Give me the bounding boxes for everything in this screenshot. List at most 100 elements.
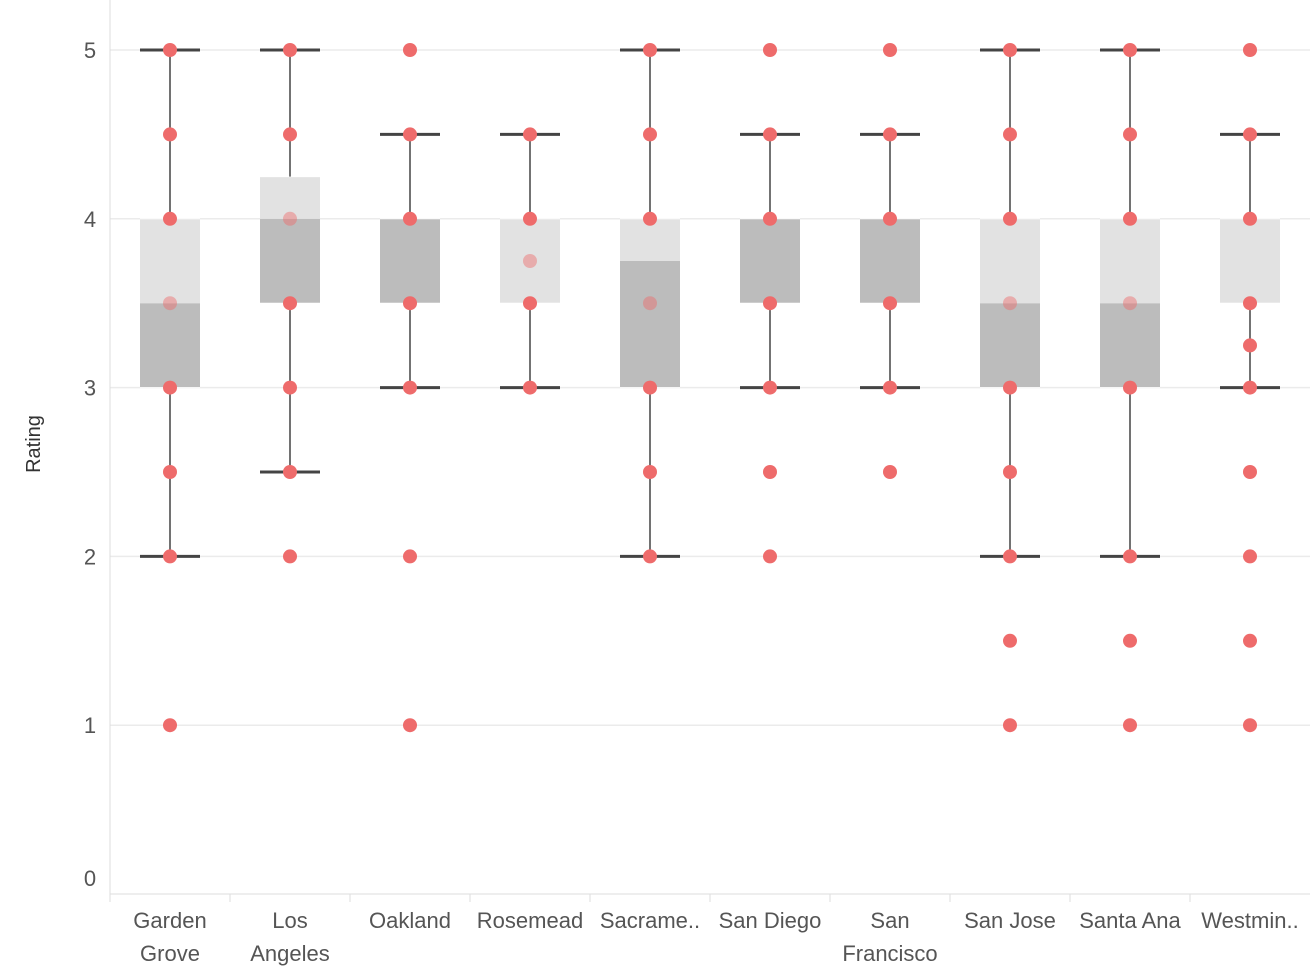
x-tick-label: Rosemead xyxy=(477,908,583,933)
data-point xyxy=(1003,43,1017,57)
data-point xyxy=(883,465,897,479)
data-point xyxy=(1243,296,1257,311)
data-point xyxy=(403,43,417,57)
x-tick-label: Oakland xyxy=(369,908,451,933)
data-point xyxy=(403,718,417,733)
data-point xyxy=(1123,211,1137,226)
box-lower xyxy=(980,303,1040,388)
data-point xyxy=(1123,633,1137,648)
data-point xyxy=(283,380,297,395)
data-point xyxy=(163,211,177,226)
data-point xyxy=(643,549,657,564)
data-point xyxy=(163,43,177,57)
data-point xyxy=(163,465,177,479)
data-point xyxy=(523,296,537,311)
y-tick-label: 5 xyxy=(84,38,96,63)
y-axis-title: Rating xyxy=(23,415,45,473)
data-point xyxy=(763,211,777,226)
data-point xyxy=(763,43,777,57)
data-point xyxy=(883,211,897,226)
data-point xyxy=(763,296,777,311)
data-point xyxy=(883,127,897,142)
data-point xyxy=(163,127,177,142)
data-point xyxy=(1243,338,1257,353)
data-point xyxy=(1003,380,1017,395)
data-point xyxy=(1123,380,1137,395)
data-point xyxy=(763,465,777,479)
data-point xyxy=(1243,465,1257,479)
data-point xyxy=(403,127,417,142)
data-point xyxy=(643,211,657,226)
data-point xyxy=(763,380,777,395)
x-tick-label: Garden xyxy=(133,908,206,933)
data-point xyxy=(1123,549,1137,564)
data-point xyxy=(1003,549,1017,564)
boxes xyxy=(140,176,1280,389)
data-point xyxy=(1003,633,1017,648)
box-upper xyxy=(1100,218,1160,304)
y-tick-label: 0 xyxy=(84,866,96,891)
data-points xyxy=(163,43,1257,733)
data-point xyxy=(1243,43,1257,57)
box-lower xyxy=(140,303,200,388)
data-point xyxy=(1123,43,1137,57)
data-point xyxy=(163,380,177,395)
x-tick-label: Santa Ana xyxy=(1079,908,1181,933)
box-upper xyxy=(260,176,320,219)
data-point xyxy=(1003,718,1017,733)
box-lower xyxy=(860,218,920,304)
data-point xyxy=(283,211,297,226)
box-upper xyxy=(140,218,200,304)
data-point xyxy=(403,296,417,311)
data-point xyxy=(643,296,657,311)
box-lower xyxy=(1100,303,1160,388)
data-point xyxy=(283,549,297,564)
data-point xyxy=(163,718,177,733)
data-point xyxy=(883,43,897,57)
data-point xyxy=(403,380,417,395)
tick-labels: 0 1 2 3 4 5 Garden Grove Los Angeles Oakland Roseme… xyxy=(84,38,1299,966)
data-point xyxy=(1243,380,1257,395)
box-upper xyxy=(620,218,680,261)
data-point xyxy=(643,127,657,142)
data-point xyxy=(1003,296,1017,311)
data-point xyxy=(1243,127,1257,142)
box-lower xyxy=(260,218,320,304)
x-tick-label: Francisco xyxy=(842,941,937,966)
data-point xyxy=(163,549,177,564)
data-point xyxy=(403,549,417,564)
x-tick-label: Grove xyxy=(140,941,200,966)
x-tick-label: Sacrame.. xyxy=(600,908,700,933)
data-point xyxy=(163,296,177,311)
data-point xyxy=(523,211,537,226)
data-point xyxy=(1243,549,1257,564)
data-point xyxy=(643,43,657,57)
data-point xyxy=(1003,211,1017,226)
x-tick-label: Angeles xyxy=(250,941,330,966)
data-point xyxy=(283,127,297,142)
x-tick-label: San Diego xyxy=(719,908,822,933)
data-point xyxy=(1243,633,1257,648)
axes xyxy=(109,0,1310,902)
box-lower xyxy=(740,218,800,304)
data-point xyxy=(1123,718,1137,733)
data-point xyxy=(763,127,777,142)
y-tick-label: 2 xyxy=(84,544,96,569)
data-point xyxy=(643,465,657,479)
box-lower xyxy=(380,218,440,304)
box-upper xyxy=(1220,218,1280,304)
data-point xyxy=(283,43,297,57)
box-upper xyxy=(500,218,560,304)
data-point xyxy=(523,380,537,395)
data-point xyxy=(1123,127,1137,142)
y-tick-label: 1 xyxy=(84,713,96,738)
y-tick-label: 3 xyxy=(84,376,96,401)
data-point xyxy=(1243,211,1257,226)
x-tick-label: San Jose xyxy=(964,908,1056,933)
x-tick-label: Los xyxy=(272,908,307,933)
data-point xyxy=(1003,127,1017,142)
data-point xyxy=(403,211,417,226)
data-point xyxy=(1123,296,1137,311)
x-tick-label: Westmin.. xyxy=(1201,908,1298,933)
